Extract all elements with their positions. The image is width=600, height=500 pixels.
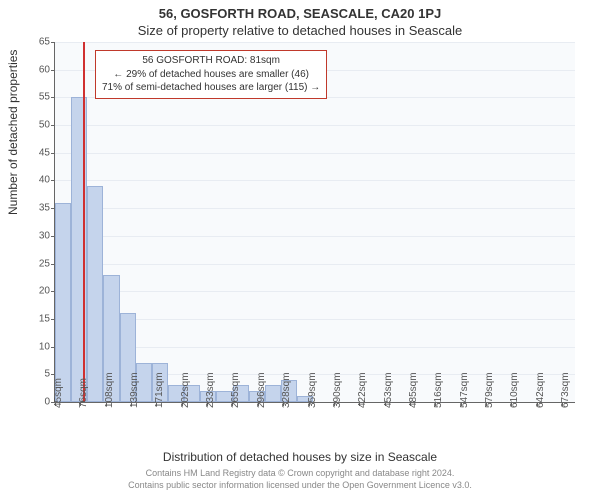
histogram-bar <box>87 186 103 402</box>
x-tick-label: 516sqm <box>433 372 444 408</box>
x-tick-label: 108sqm <box>104 372 115 408</box>
x-tick-label: 642sqm <box>535 372 546 408</box>
y-tick-label: 25 <box>39 258 55 269</box>
annotation-line: 71% of semi-detached houses are larger (… <box>102 81 320 95</box>
x-tick-label: 390sqm <box>332 372 343 408</box>
y-tick-label: 65 <box>39 37 55 48</box>
x-tick-label: 610sqm <box>509 372 520 408</box>
marker-line <box>83 42 85 402</box>
x-tick-label: 422sqm <box>357 372 368 408</box>
gridline <box>55 125 575 126</box>
y-tick-label: 15 <box>39 313 55 324</box>
y-tick-label: 60 <box>39 64 55 75</box>
gridline <box>55 236 575 237</box>
x-tick-label: 202sqm <box>180 372 191 408</box>
gridline <box>55 208 575 209</box>
gridline <box>55 42 575 43</box>
histogram-bar <box>55 203 71 402</box>
annotation-line: ← 29% of detached houses are smaller (46… <box>102 68 320 82</box>
y-tick-label: 20 <box>39 286 55 297</box>
chart-container: 56, GOSFORTH ROAD, SEASCALE, CA20 1PJ Si… <box>0 0 600 500</box>
page-subtitle: Size of property relative to detached ho… <box>0 21 600 38</box>
y-axis-label: Number of detached properties <box>6 50 20 215</box>
x-axis-label: Distribution of detached houses by size … <box>0 450 600 464</box>
gridline <box>55 153 575 154</box>
x-tick-label: 673sqm <box>560 372 571 408</box>
x-tick-label: 296sqm <box>256 372 267 408</box>
x-tick-label: 359sqm <box>307 372 318 408</box>
gridline <box>55 180 575 181</box>
x-tick-label: 579sqm <box>484 372 495 408</box>
footer-line: Contains HM Land Registry data © Crown c… <box>0 468 600 480</box>
x-tick-label: 233sqm <box>205 372 216 408</box>
x-tick-label: 547sqm <box>459 372 470 408</box>
y-tick-label: 30 <box>39 230 55 241</box>
y-tick-label: 35 <box>39 203 55 214</box>
x-tick-label: 485sqm <box>408 372 419 408</box>
y-tick-label: 55 <box>39 92 55 103</box>
x-tick-label: 171sqm <box>154 372 165 408</box>
gridline <box>55 291 575 292</box>
y-tick-label: 45 <box>39 147 55 158</box>
x-tick-label: 139sqm <box>129 372 140 408</box>
x-tick-label: 328sqm <box>281 372 292 408</box>
page-title: 56, GOSFORTH ROAD, SEASCALE, CA20 1PJ <box>0 0 600 21</box>
annotation-line: 56 GOSFORTH ROAD: 81sqm <box>102 54 320 68</box>
histogram-bar <box>265 385 281 402</box>
footer-line: Contains public sector information licen… <box>0 480 600 492</box>
x-tick-label: 265sqm <box>230 372 241 408</box>
plot-area: 0510152025303540455055606545sqm76sqm108s… <box>54 42 575 403</box>
y-tick-label: 10 <box>39 341 55 352</box>
annotation-box: 56 GOSFORTH ROAD: 81sqm ← 29% of detache… <box>95 50 327 99</box>
y-tick-label: 50 <box>39 120 55 131</box>
x-tick-label: 45sqm <box>53 378 64 408</box>
gridline <box>55 264 575 265</box>
x-tick-label: 76sqm <box>78 378 89 408</box>
footer: Contains HM Land Registry data © Crown c… <box>0 468 600 491</box>
x-tick-label: 453sqm <box>383 372 394 408</box>
y-tick-label: 40 <box>39 175 55 186</box>
